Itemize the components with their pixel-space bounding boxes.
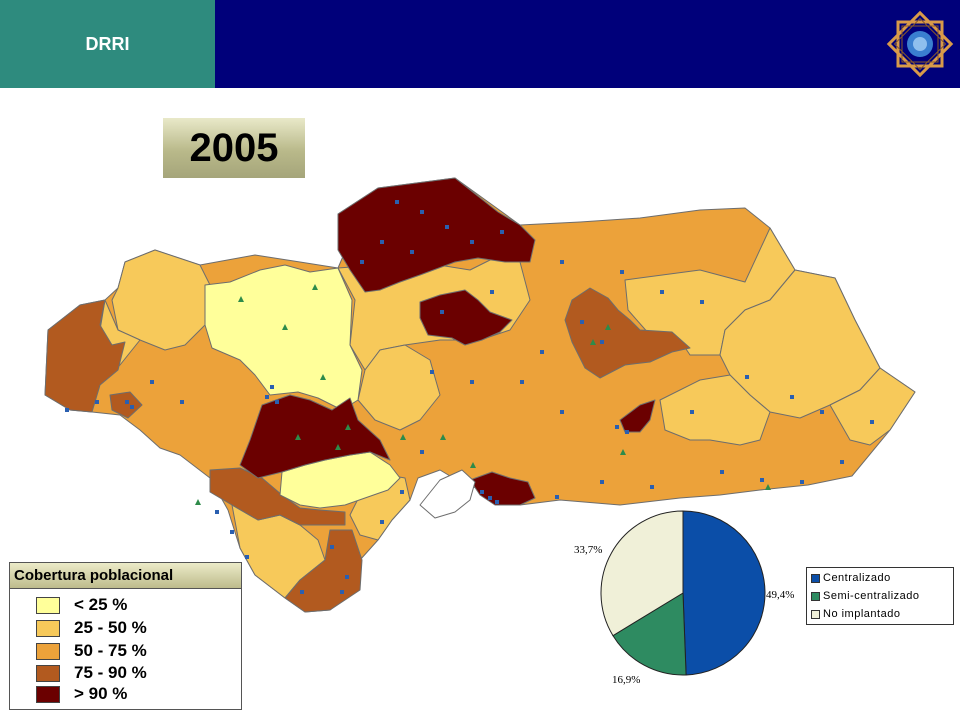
map-region-huelva-coast [44,299,126,413]
pie-legend-item: Semi-centralizado [811,588,953,604]
legend-label: 50 - 75 % [74,641,147,660]
pie-legend-item: Centralizado [811,570,953,586]
map-triangle-markers [195,284,771,505]
legend-swatch [36,685,60,703]
legend-panel: Cobertura poblacional < 25 % 25 - 50 % 5… [9,562,242,710]
pie-slice-no-implantado [600,510,684,637]
legend-title: Cobertura poblacional [10,563,241,589]
legend-label: 75 - 90 % [74,663,147,682]
legend-item: > 90 % [36,684,127,704]
pie-chart [600,510,766,676]
legend-item: 25 - 50 % [36,618,147,638]
legend-label: > 90 % [74,684,128,703]
legend-swatch [36,642,60,660]
legend-swatch [36,596,60,614]
map-region-almeria-east [829,367,916,446]
pie-legend-swatch [811,609,820,619]
map-region-coast-west-small [109,391,143,419]
pie-slice-centralizado [682,510,766,676]
map-region-sevilla-center [239,394,391,479]
star-logo-icon [886,10,954,78]
legend-item: 50 - 75 % [36,641,147,661]
legend-item: < 25 % [36,595,127,615]
pie-label-no-implantado: 33,7% [574,544,603,556]
map-region-cordoba-center [419,289,513,346]
pie-slice-semi-centralizado [612,592,687,676]
map-markers [65,200,874,594]
header-tab-label: DRRI [0,0,215,88]
pie-legend-label: Semi-centralizado [823,590,920,602]
map-region-cordoba-north [337,177,536,293]
map-region-bay [419,469,476,519]
legend-item: 75 - 90 % [36,663,147,683]
map-region-malaga-city [469,471,536,506]
pie-label-centralizado: 49,4% [766,589,795,601]
legend-swatch [36,619,60,637]
pie-legend-swatch [811,591,820,601]
pie-legend-swatch [811,573,820,583]
header-bar: DRRI [0,0,960,88]
map-region-sevilla-east [357,344,441,431]
legend-label: 25 - 50 % [74,618,147,637]
year-badge: 2005 [163,118,305,178]
pie-legend-label: Centralizado [823,572,891,584]
pie-legend-item: No implantado [811,606,953,622]
map-region-cadiz [209,467,346,526]
pie-label-semi-centralizado: 16,9% [612,674,641,686]
map-region-granada-center [659,374,771,446]
pie-legend: Centralizado Semi-centralizado No implan… [806,567,954,625]
pie-legend-label: No implantado [823,608,901,620]
map-region-jaen-center [564,287,691,379]
map-region-sevilla-north [204,264,363,411]
map-region-huelva-north [111,249,211,351]
legend-label: < 25 % [74,595,128,614]
legend-swatch [36,664,60,682]
